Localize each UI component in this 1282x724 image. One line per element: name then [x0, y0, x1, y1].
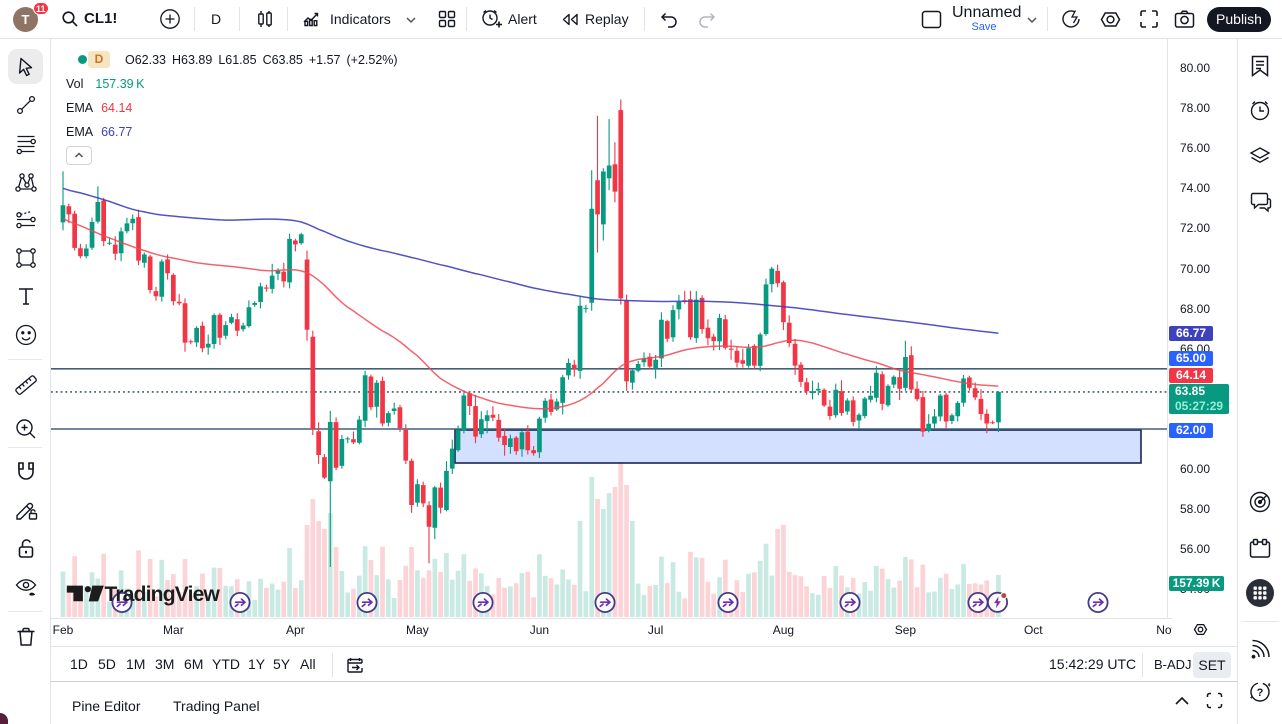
svg-text:?: ?	[1257, 687, 1264, 699]
svg-text:TradingView: TradingView	[105, 583, 221, 606]
